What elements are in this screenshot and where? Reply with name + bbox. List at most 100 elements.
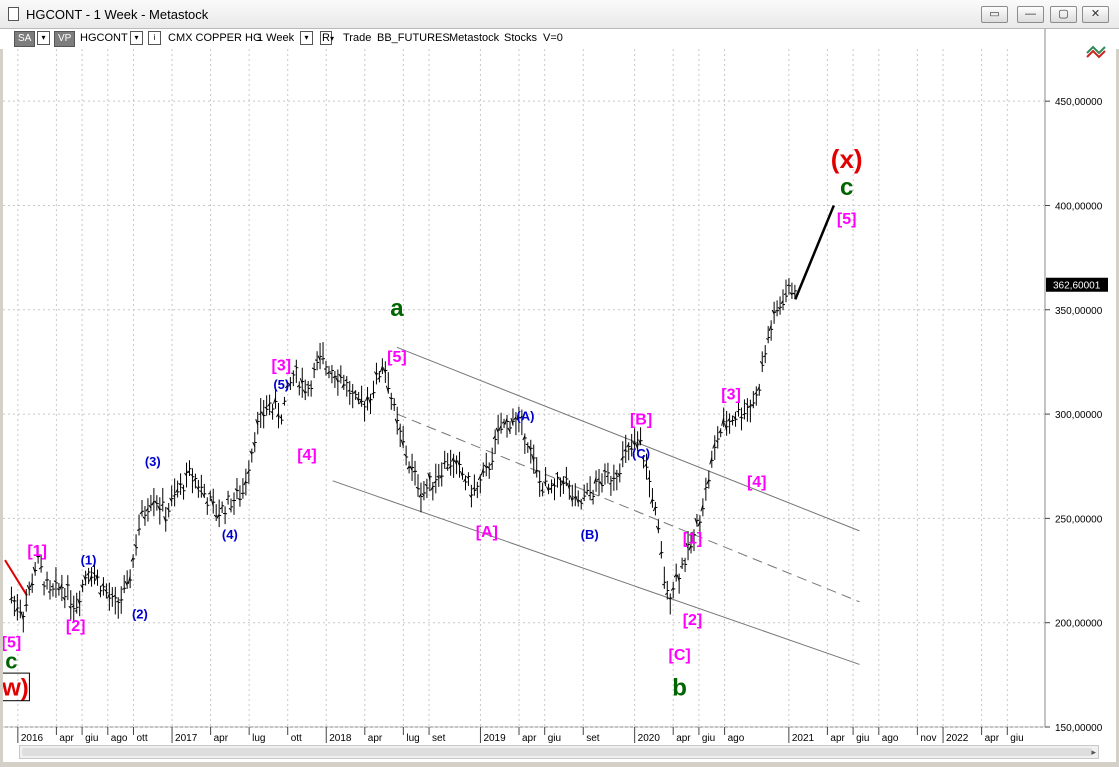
sa-button[interactable]: SA [14,31,36,47]
symbol-dropdown[interactable]: ▾ [130,31,143,45]
wave-label[interactable]: (x) [831,144,863,174]
wave-label[interactable]: (4) [222,527,238,542]
close-button[interactable]: ✕ [1082,6,1109,23]
bar-open-tick [397,427,401,431]
bar-open-tick [359,398,363,404]
wave-label[interactable]: [3] [271,357,291,374]
wave-label[interactable]: [C] [669,647,691,664]
bar-open-tick [463,478,466,483]
wave-label[interactable]: [2] [683,612,703,629]
bar-open-tick [302,389,306,394]
wave-label[interactable]: [1] [27,543,47,560]
bar-open-tick [368,398,371,405]
wave-label[interactable]: [5] [837,211,857,228]
bar-open-tick [394,418,398,424]
r-button[interactable]: R [320,31,332,45]
bar-open-tick [403,453,407,457]
bar-open-tick [169,497,173,502]
bar-open-tick [469,494,472,498]
indicators-icon[interactable] [1086,45,1106,59]
bar-open-tick [427,472,431,480]
wave-label[interactable]: [3] [721,386,741,403]
projection-line[interactable] [794,204,835,300]
time-tick-label: apr [830,733,845,744]
security-info-button[interactable]: i [148,31,161,45]
wave-label[interactable]: (1) [81,552,97,567]
wave-label[interactable]: a [390,295,404,322]
bar-open-tick [35,555,39,558]
wave-label[interactable]: [2] [66,618,86,635]
bar-open-tick [483,464,487,468]
bar-open-tick [569,495,573,502]
time-tick-label: apr [59,733,74,744]
bar-open-tick [148,504,152,509]
price-tick-label: 150,00000 [1055,723,1103,734]
bar-open-tick [780,300,784,305]
bar-open-tick [56,588,60,591]
bar-open-tick [142,516,146,520]
bar-open-tick [12,599,15,603]
bar-open-tick [560,479,564,486]
period-label[interactable]: 1 Week [257,32,295,44]
wave-label[interactable]: (B) [581,527,599,542]
wave-label[interactable]: [5] [3,635,21,652]
bar-open-tick [329,372,333,375]
bar-open-tick [145,508,149,512]
bar-open-tick [225,498,229,501]
bar-open-tick [715,439,719,443]
time-tick-label: 2016 [21,733,44,744]
bar-open-tick [68,605,72,609]
bar-open-tick [691,531,695,540]
wave-label[interactable]: c [840,174,853,201]
time-tick-label: giu [85,733,98,744]
bar-open-tick [112,594,116,598]
scrollbar-thumb[interactable] [22,748,1092,756]
channel-line[interactable] [396,413,860,603]
trade-label[interactable]: Trade [343,32,372,44]
minimize-button[interactable]: — [1017,6,1044,23]
bar-open-tick [32,566,36,573]
sa-dropdown[interactable]: ▾ [37,31,50,45]
wave-label[interactable]: [1] [683,530,703,547]
time-tick-label: ago [111,733,128,744]
scroll-right-arrow[interactable]: ▸ [1091,747,1096,757]
wave-label[interactable]: (C) [632,446,650,461]
bar-open-tick [724,423,728,432]
r-dropdown-arrow[interactable]: ▾ [330,34,335,43]
period-dropdown[interactable]: ▾ [300,31,313,45]
wave-label[interactable]: [A] [476,524,498,541]
wave-label[interactable]: [B] [630,412,652,429]
time-scrollbar[interactable]: ◂ ▸ [19,745,1099,759]
price-chart[interactable]: 150,00000 200,00000 250,00000 300,00000 350,… [3,29,1116,762]
wave-label[interactable]: [4] [297,447,317,464]
bar-open-tick [472,487,475,490]
wave-label[interactable]: b [672,675,687,702]
bar-open-tick [641,456,644,460]
bar-open-tick [83,575,87,581]
wave-label[interactable]: (3) [145,454,161,469]
vp-button[interactable]: VP [54,31,76,47]
restore-layout-button[interactable]: ▭ [981,6,1008,23]
source-label: BB_FUTURES [377,32,450,44]
time-tick-label: giu [1010,733,1023,744]
channel-line[interactable] [396,346,860,532]
bar-open-tick [662,583,665,586]
wave-label[interactable]: c [5,649,17,674]
bar-open-tick [635,442,639,449]
wave-labels: (w)c[5][1][2](1)(2)(3)(4)(5)[3][4]a[5][A… [3,144,863,702]
wave-label[interactable]: [4] [747,474,767,491]
time-tick-label: 2022 [946,733,969,744]
wave-label[interactable]: (w) [3,675,29,702]
wave-label[interactable]: (A) [516,408,534,423]
bar-open-tick [504,417,508,424]
bar-open-tick [774,310,778,312]
wave-label[interactable]: (5) [273,377,289,392]
bar-open-tick [706,479,710,485]
bar-open-tick [365,395,369,402]
wave-label[interactable]: (2) [132,607,148,622]
bar-open-tick [558,478,561,481]
bar-open-tick [59,583,63,590]
maximize-button[interactable]: ▢ [1050,6,1077,23]
wave-label[interactable]: [5] [387,349,407,366]
symbol-label[interactable]: HGCONT [80,32,128,44]
